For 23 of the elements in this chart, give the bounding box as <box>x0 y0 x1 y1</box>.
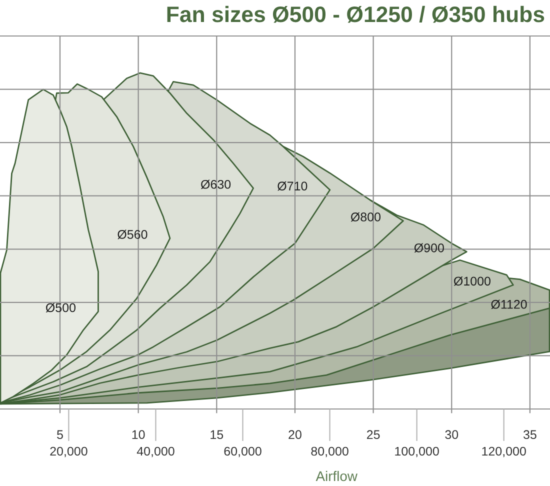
series-label: Ø710 <box>278 181 308 191</box>
x-tick-label: 25 <box>366 430 380 440</box>
x2-tick-label: 40,000 <box>136 446 174 458</box>
x2-tick-label: 100,000 <box>395 446 439 458</box>
x-axis-title: Airflow <box>316 470 358 482</box>
series-label: Ø1120 <box>491 300 527 309</box>
x-tick-label: 20 <box>288 430 302 440</box>
x-tick-label: 30 <box>445 430 458 440</box>
x2-tick-label: 120,000 <box>482 446 526 458</box>
x2-tick-label: 20,000 <box>50 446 88 458</box>
series-label: Ø630 <box>200 180 231 190</box>
x-tick-label: 5 <box>57 430 63 440</box>
x2-tick-label: 80,000 <box>311 446 348 458</box>
series-label: Ø800 <box>350 212 381 222</box>
x2-tick-label: 60,000 <box>224 446 262 458</box>
x-tick-label: 10 <box>132 430 145 440</box>
x-tick-label: 35 <box>523 430 536 440</box>
series-label: Ø500 <box>46 303 76 312</box>
series-label: Ø1000 <box>454 276 490 286</box>
chart-title: Fan sizes Ø500 - Ø1250 / Ø350 hubs <box>167 6 544 23</box>
x-tick-label: 15 <box>210 430 224 440</box>
series-label: Ø560 <box>118 230 148 240</box>
series-label: Ø900 <box>414 243 444 253</box>
